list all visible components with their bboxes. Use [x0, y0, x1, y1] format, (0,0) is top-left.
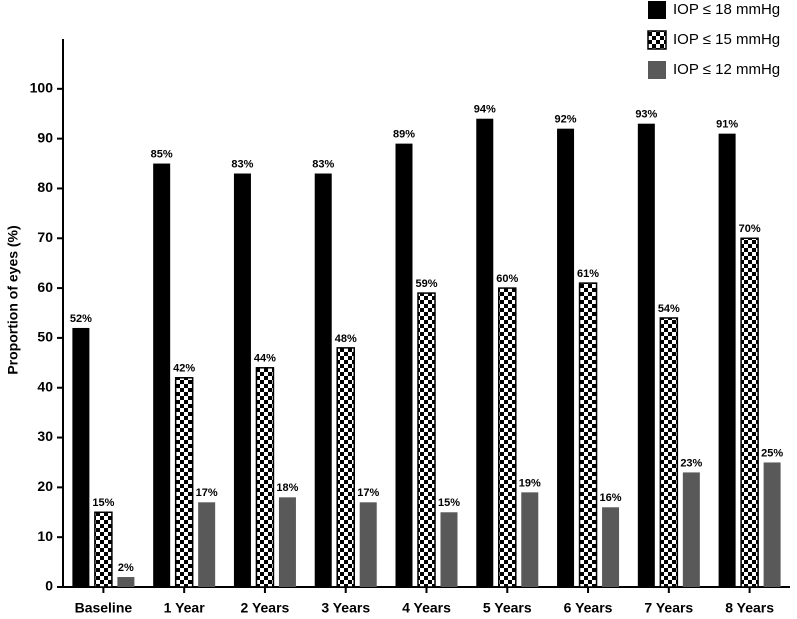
value-label: 15%: [438, 497, 460, 509]
y-tick-label: 90: [37, 129, 53, 145]
value-label: 60%: [496, 273, 518, 285]
bar: [395, 143, 413, 588]
value-label: 52%: [70, 313, 92, 325]
y-tick-label: 0: [45, 578, 53, 594]
value-label: 25%: [761, 447, 783, 459]
legend-swatch: [648, 61, 666, 79]
bar: [278, 497, 296, 587]
bar: [336, 347, 355, 588]
bar: [198, 502, 216, 587]
bar: [153, 163, 171, 587]
value-label: 83%: [312, 158, 334, 170]
bar: [314, 173, 332, 587]
x-tick-label: 8 Years: [725, 600, 774, 616]
value-label: 59%: [415, 278, 437, 290]
bar: [417, 292, 436, 588]
x-tick-label: Baseline: [75, 600, 133, 616]
bar: [174, 377, 194, 588]
bar: [255, 367, 275, 588]
bar: [233, 173, 251, 587]
bar: [117, 577, 135, 587]
value-label: 92%: [555, 114, 577, 126]
bar: [763, 462, 781, 587]
bar: [740, 237, 759, 588]
value-label: 83%: [231, 158, 253, 170]
bar: [718, 133, 736, 587]
value-label: 2%: [118, 562, 134, 574]
value-label: 94%: [474, 104, 496, 116]
y-tick-label: 40: [37, 378, 53, 394]
y-tick-label: 30: [37, 428, 53, 444]
y-tick-label: 20: [37, 478, 53, 494]
value-label: 15%: [92, 497, 114, 509]
x-tick-label: 2 Years: [241, 600, 290, 616]
value-label: 85%: [151, 148, 173, 160]
x-tick-label: 4 Years: [402, 600, 451, 616]
bar: [476, 118, 494, 587]
bar: [602, 507, 620, 587]
y-tick-label: 80: [37, 179, 53, 195]
value-label: 89%: [393, 129, 415, 141]
value-label: 91%: [716, 119, 738, 131]
value-label: 16%: [600, 492, 622, 504]
legend-swatch: [647, 30, 667, 50]
value-label: 70%: [739, 223, 761, 235]
bar: [498, 287, 517, 588]
legend-label: IOP ≤ 15 mmHg: [673, 31, 780, 48]
x-tick-label: 6 Years: [564, 600, 613, 616]
bar: [94, 511, 113, 588]
bar: [521, 492, 539, 587]
x-tick-label: 3 Years: [321, 600, 370, 616]
bar: [359, 502, 377, 587]
bar: [557, 128, 575, 587]
legend-label: IOP ≤ 18 mmHg: [673, 1, 780, 18]
value-label: 19%: [519, 477, 541, 489]
value-label: 61%: [577, 268, 599, 280]
bar: [637, 123, 655, 587]
x-tick-label: 5 Years: [483, 600, 532, 616]
value-label: 93%: [635, 109, 657, 121]
y-tick-label: 60: [37, 279, 53, 295]
bar: [682, 472, 700, 587]
value-label: 17%: [196, 487, 218, 499]
value-label: 42%: [173, 363, 195, 375]
value-label: 18%: [276, 482, 298, 494]
y-tick-label: 50: [37, 329, 53, 345]
bar: [72, 327, 90, 587]
y-axis-title: Proportion of eyes (%): [5, 225, 21, 374]
value-label: 44%: [254, 353, 276, 365]
bar: [659, 317, 679, 588]
legend-swatch: [648, 1, 666, 19]
legend-label: IOP ≤ 12 mmHg: [673, 61, 780, 78]
bar: [578, 282, 598, 588]
x-tick-label: 1 Year: [164, 600, 206, 616]
value-label: 54%: [658, 303, 680, 315]
y-tick-label: 70: [37, 229, 53, 245]
value-label: 48%: [335, 333, 357, 345]
bar: [440, 512, 458, 587]
value-label: 17%: [357, 487, 379, 499]
value-label: 23%: [680, 457, 702, 469]
x-tick-label: 7 Years: [644, 600, 693, 616]
y-tick-label: 100: [30, 80, 54, 96]
y-tick-label: 10: [37, 528, 53, 544]
